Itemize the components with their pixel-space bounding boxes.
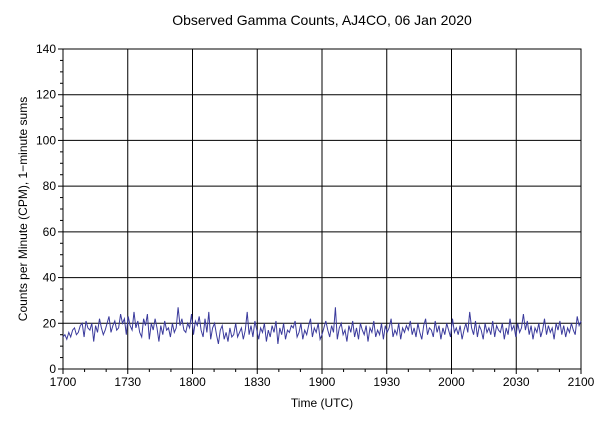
x-axis-ticks: 1700 1730 1800 1830 1900 1930 2000 2030 2100 [50, 369, 595, 389]
x-tick-label: 1800 [179, 375, 206, 389]
x-tick-label: 1700 [50, 375, 77, 389]
chart-title: Observed Gamma Counts, AJ4CO, 06 Jan 202… [172, 12, 472, 28]
x-axis-label: Time (UTC) [291, 396, 353, 410]
y-tick-label: 80 [43, 179, 57, 193]
x-tick-label: 1830 [244, 375, 271, 389]
x-tick-label: 2000 [438, 375, 465, 389]
y-axis-label: Counts per Minute (CPM), 1−minute sums [16, 97, 30, 321]
x-tick-label: 1900 [309, 375, 336, 389]
y-tick-label: 120 [36, 88, 56, 102]
series-line [62, 307, 582, 345]
y-tick-label: 0 [49, 362, 56, 376]
x-tick-label: 1930 [373, 375, 400, 389]
x-tick-label: 2100 [568, 375, 595, 389]
x-tick-label: 2030 [503, 375, 530, 389]
y-tick-label: 60 [43, 225, 57, 239]
y-tick-label: 140 [36, 42, 56, 56]
y-tick-label: 100 [36, 133, 56, 147]
y-axis-ticks: 0 20 40 60 80 100 120 140 [36, 42, 63, 376]
y-tick-label: 40 [43, 271, 57, 285]
y-tick-label: 20 [43, 316, 57, 330]
grid-lines [63, 49, 581, 369]
x-tick-label: 1730 [114, 375, 141, 389]
